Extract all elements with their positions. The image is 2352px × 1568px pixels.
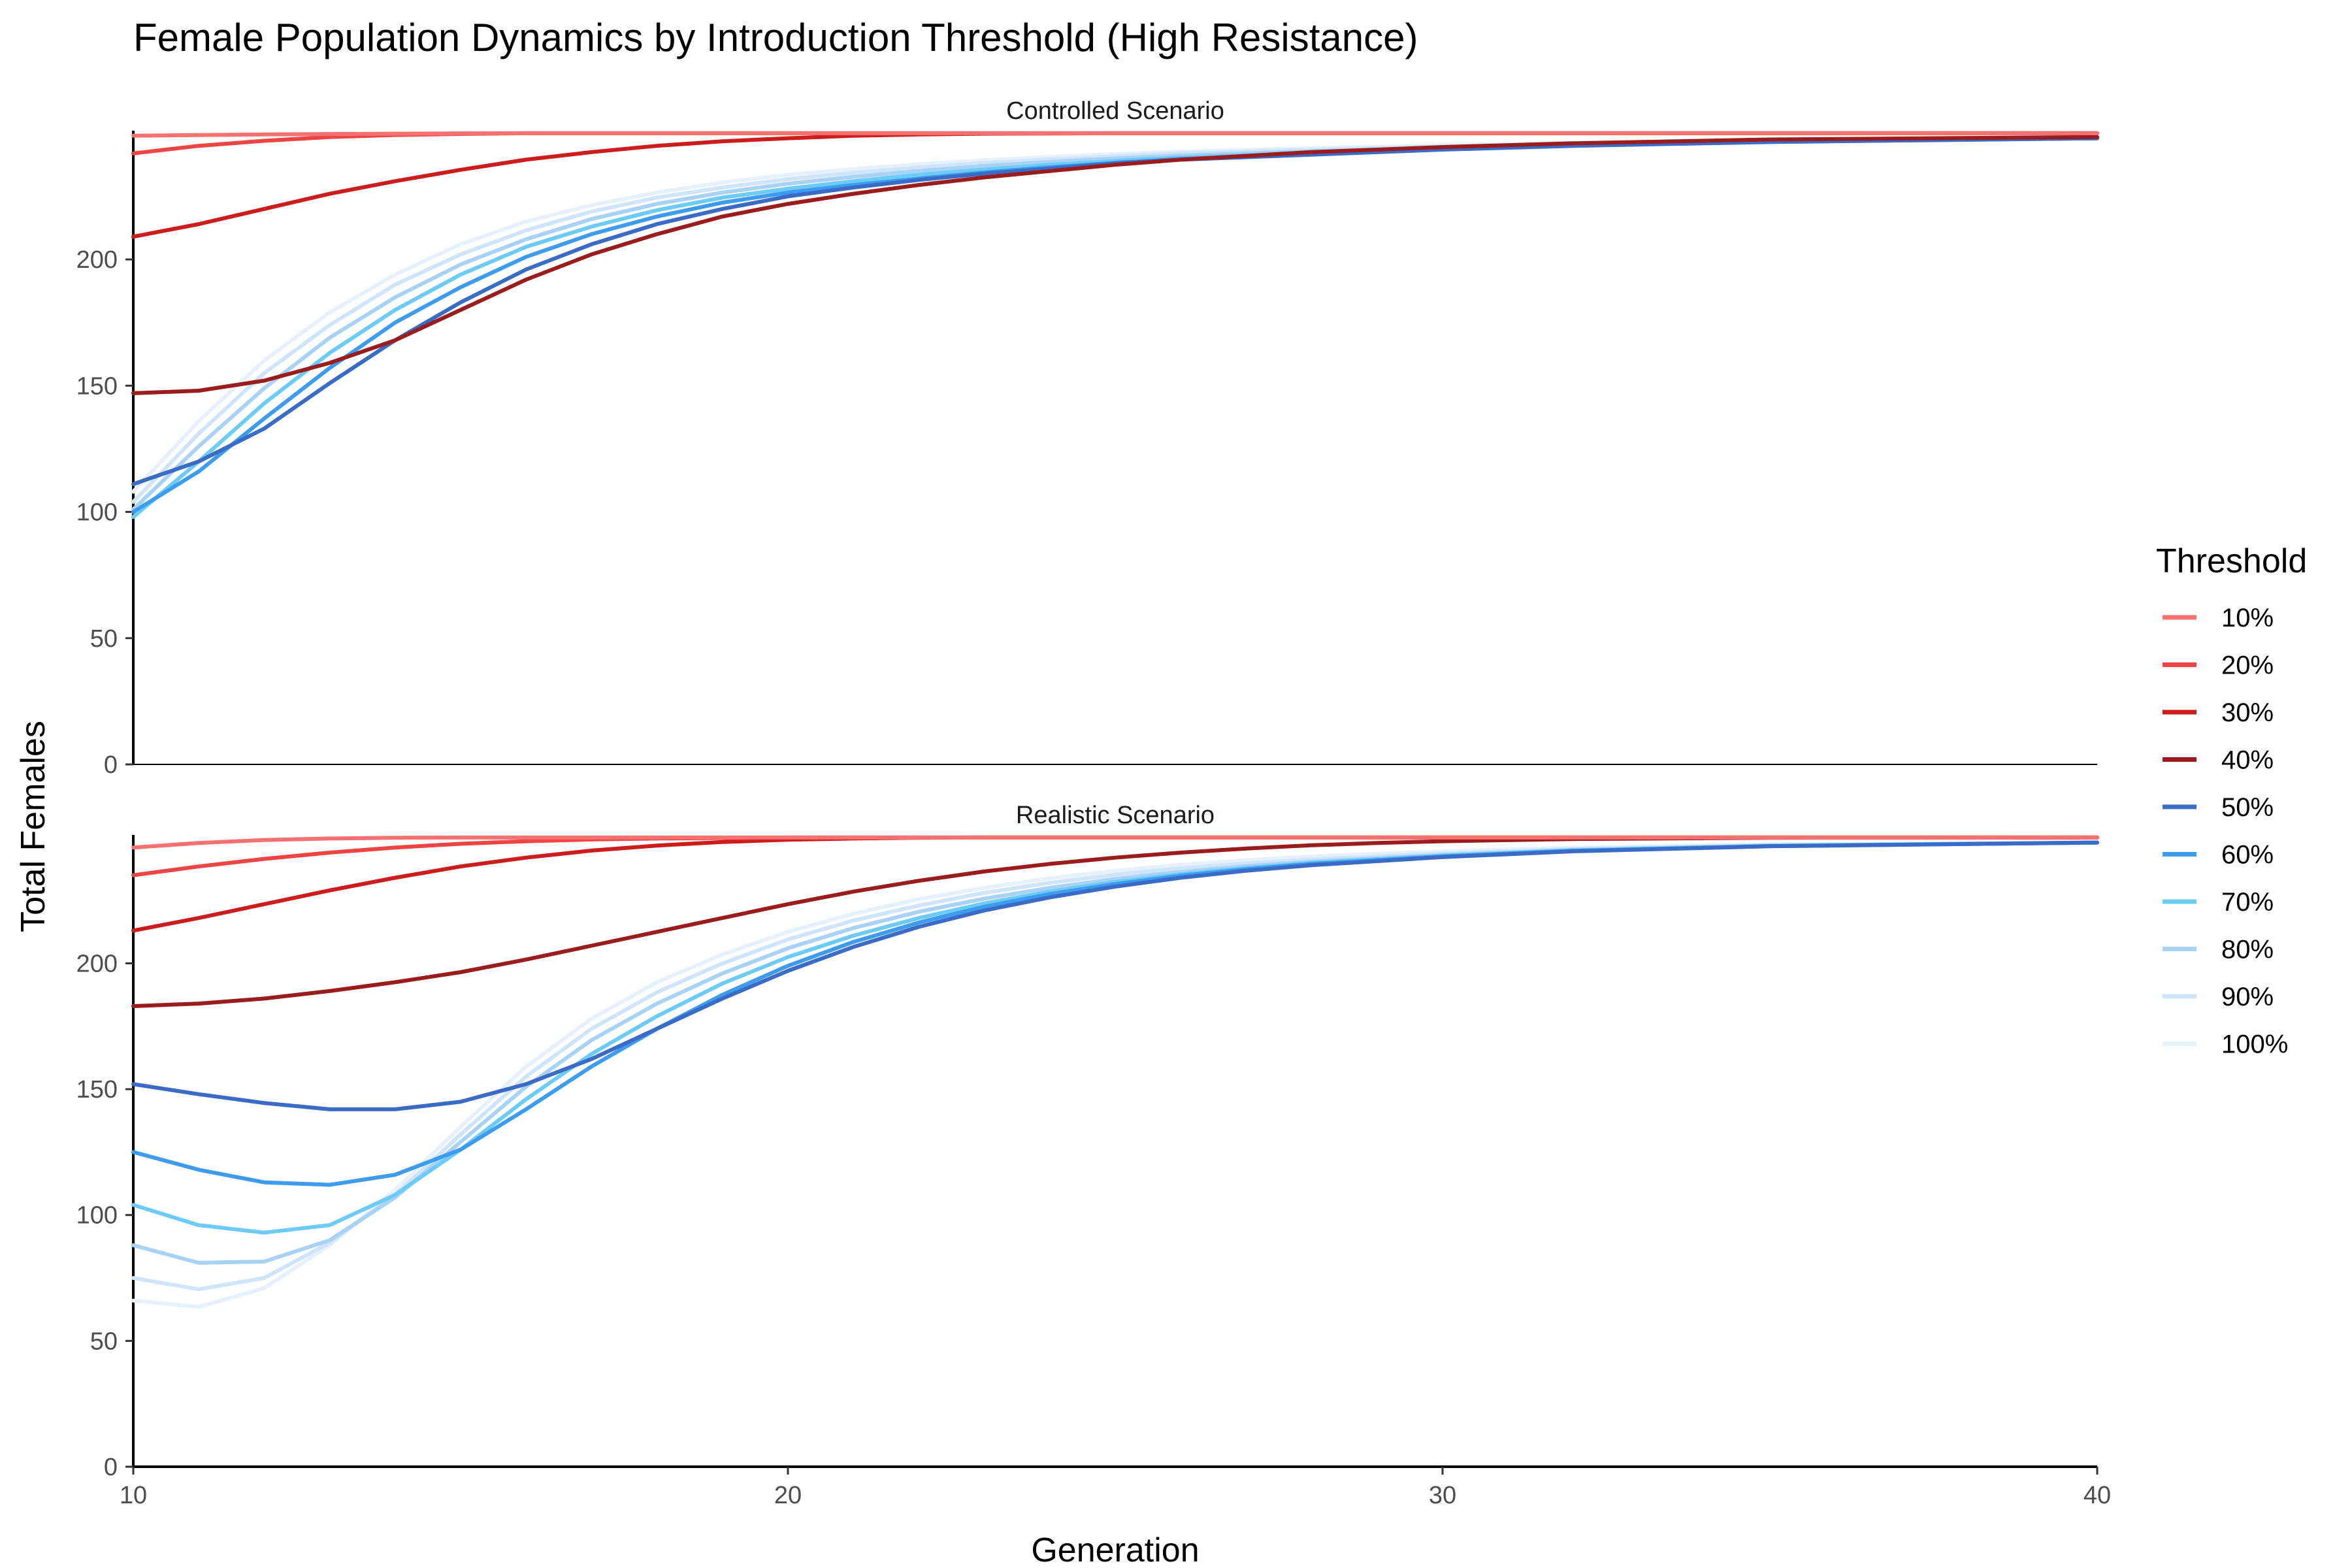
y-tick-label: 200 xyxy=(76,950,118,977)
y-tick-label: 0 xyxy=(104,1454,118,1481)
panel-strip-controlled: Controlled Scenario xyxy=(1006,97,1224,125)
legend-label: 70% xyxy=(2221,888,2274,917)
legend-label: 50% xyxy=(2221,793,2274,822)
x-axis: 10 20 30 40 xyxy=(120,1467,2111,1509)
panel-strip-realistic: Realistic Scenario xyxy=(1016,802,1215,829)
series-line-80pct xyxy=(131,840,2099,1265)
y-tick-label: 150 xyxy=(76,1076,118,1103)
x-tick-label: 20 xyxy=(774,1482,802,1509)
series-line-90pct xyxy=(131,840,2099,1292)
series-line-70pct xyxy=(131,136,2099,519)
panel-realistic: 0 50 100 150 200 xyxy=(76,835,2099,1481)
legend-label: 100% xyxy=(2221,1030,2288,1059)
chart-title: Female Population Dynamics by Introducti… xyxy=(133,16,1418,59)
legend-label: 40% xyxy=(2221,746,2274,775)
legend-label: 20% xyxy=(2221,651,2274,680)
y-tick-label: 100 xyxy=(76,499,118,527)
y-axis-title: Total Females xyxy=(14,721,52,932)
series-line-50pct xyxy=(131,840,2099,1111)
legend-label: 80% xyxy=(2221,936,2274,964)
y-tick-label: 100 xyxy=(76,1202,118,1230)
series-line-10pct xyxy=(131,835,2099,850)
series-line-40pct xyxy=(131,835,2099,1008)
panel-controlled: 0 50 100 150 200 xyxy=(76,131,2099,779)
x-tick-label: 10 xyxy=(120,1482,147,1509)
legend: Threshold 10% 20% 30% 40% 50% 60% 70% 80% 90% 100… xyxy=(2156,542,2307,1059)
y-tick-label: 200 xyxy=(76,246,118,274)
x-tick-label: 30 xyxy=(1429,1482,1456,1509)
series-line-100pct xyxy=(131,840,2099,1309)
series-line-60pct xyxy=(131,840,2099,1187)
y-tick-label: 50 xyxy=(90,1328,118,1355)
y-tick-label: 0 xyxy=(104,751,118,779)
y-tick-label: 150 xyxy=(76,372,118,400)
legend-label: 60% xyxy=(2221,841,2274,870)
legend-label: 90% xyxy=(2221,983,2274,1011)
legend-label: 10% xyxy=(2221,604,2274,632)
series-line-50pct xyxy=(131,136,2099,486)
legend-items: 10% 20% 30% 40% 50% 60% 70% 80% 90% 100% xyxy=(2163,604,2288,1059)
legend-label: 30% xyxy=(2221,698,2274,727)
series-line-40pct xyxy=(131,135,2099,395)
series-line-30pct xyxy=(131,131,2099,239)
x-axis-title: Generation xyxy=(1031,1531,1199,1568)
x-tick-label: 40 xyxy=(2083,1482,2111,1509)
series-line-70pct xyxy=(131,840,2099,1235)
y-tick-label: 50 xyxy=(90,625,118,653)
series-line-10pct xyxy=(131,131,2099,138)
legend-title: Threshold xyxy=(2156,542,2307,580)
series-line-100pct xyxy=(131,136,2099,494)
